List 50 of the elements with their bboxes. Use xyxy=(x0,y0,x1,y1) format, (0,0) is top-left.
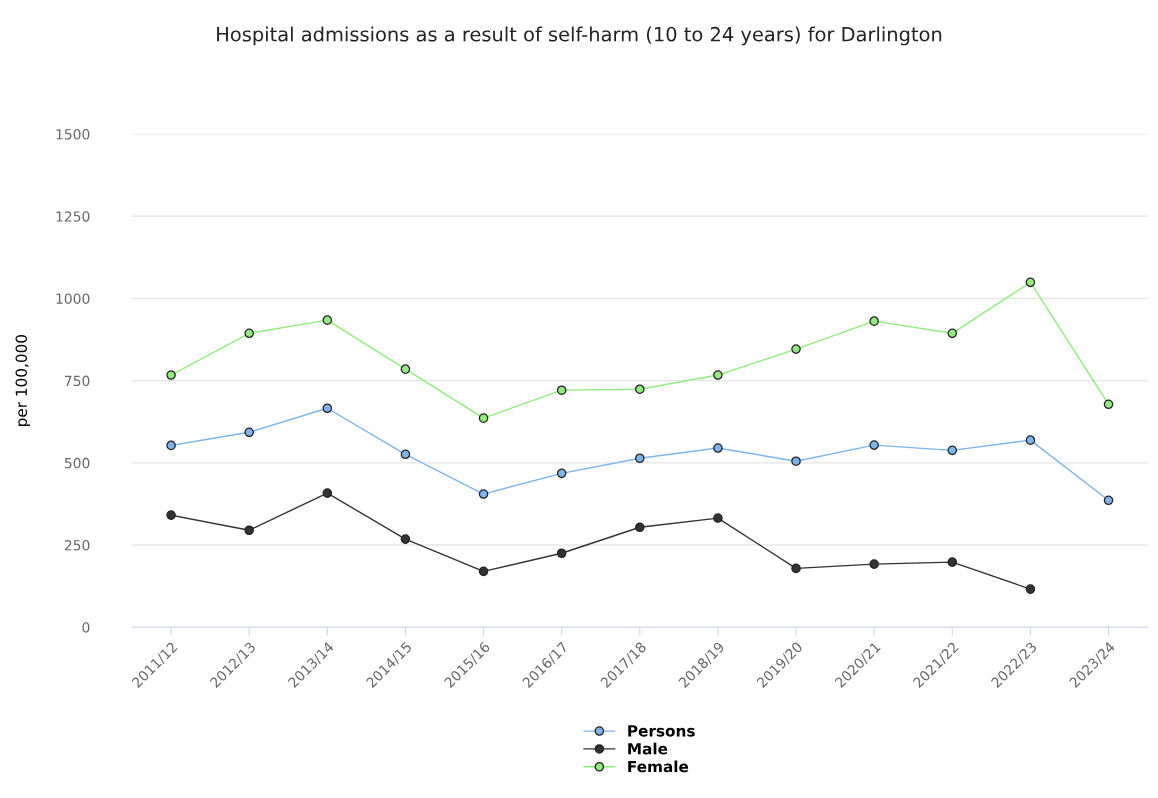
y-tick-label: 1250 xyxy=(56,211,90,222)
point xyxy=(869,559,879,569)
y-axis-title: per 100,000 xyxy=(15,334,30,426)
point xyxy=(1103,495,1114,506)
legend-label: Persons xyxy=(628,725,695,737)
point xyxy=(400,534,411,544)
point xyxy=(478,413,489,423)
y-tick-label: 1500 xyxy=(56,129,90,140)
point xyxy=(400,364,411,374)
point xyxy=(322,403,333,414)
chart-title: Hospital admissions as a result of self-harm (10 to 24 years) for Darlington xyxy=(217,26,942,46)
point xyxy=(869,440,879,450)
point xyxy=(166,370,176,380)
point xyxy=(947,445,958,456)
point xyxy=(478,489,489,499)
point xyxy=(869,316,879,326)
point xyxy=(635,453,645,464)
legend-label: Male xyxy=(628,742,668,755)
point xyxy=(1025,584,1036,594)
point xyxy=(322,315,333,325)
y-tick-label: 250 xyxy=(64,540,90,551)
point xyxy=(791,344,801,354)
point xyxy=(166,440,176,451)
point xyxy=(791,456,801,466)
y-tick-label: 0 xyxy=(82,622,90,633)
point xyxy=(791,563,801,574)
point xyxy=(556,385,567,395)
point xyxy=(166,510,176,520)
y-tick-label: 1000 xyxy=(56,293,90,304)
point xyxy=(322,488,333,498)
point xyxy=(713,443,723,453)
point xyxy=(400,449,411,460)
point xyxy=(1103,399,1114,410)
point xyxy=(947,328,958,339)
y-tick-label: 500 xyxy=(64,457,90,469)
point xyxy=(556,468,567,479)
point xyxy=(244,525,254,536)
point xyxy=(556,548,567,559)
point xyxy=(713,370,723,380)
legend-label: Female xyxy=(628,760,689,773)
y-tick-label: 750 xyxy=(64,375,90,387)
point xyxy=(244,328,254,339)
point xyxy=(635,522,645,533)
point xyxy=(713,513,723,523)
point xyxy=(1025,435,1036,445)
point xyxy=(244,427,254,438)
point xyxy=(947,557,958,567)
point xyxy=(1025,277,1036,288)
point xyxy=(478,566,489,577)
point xyxy=(635,384,645,394)
